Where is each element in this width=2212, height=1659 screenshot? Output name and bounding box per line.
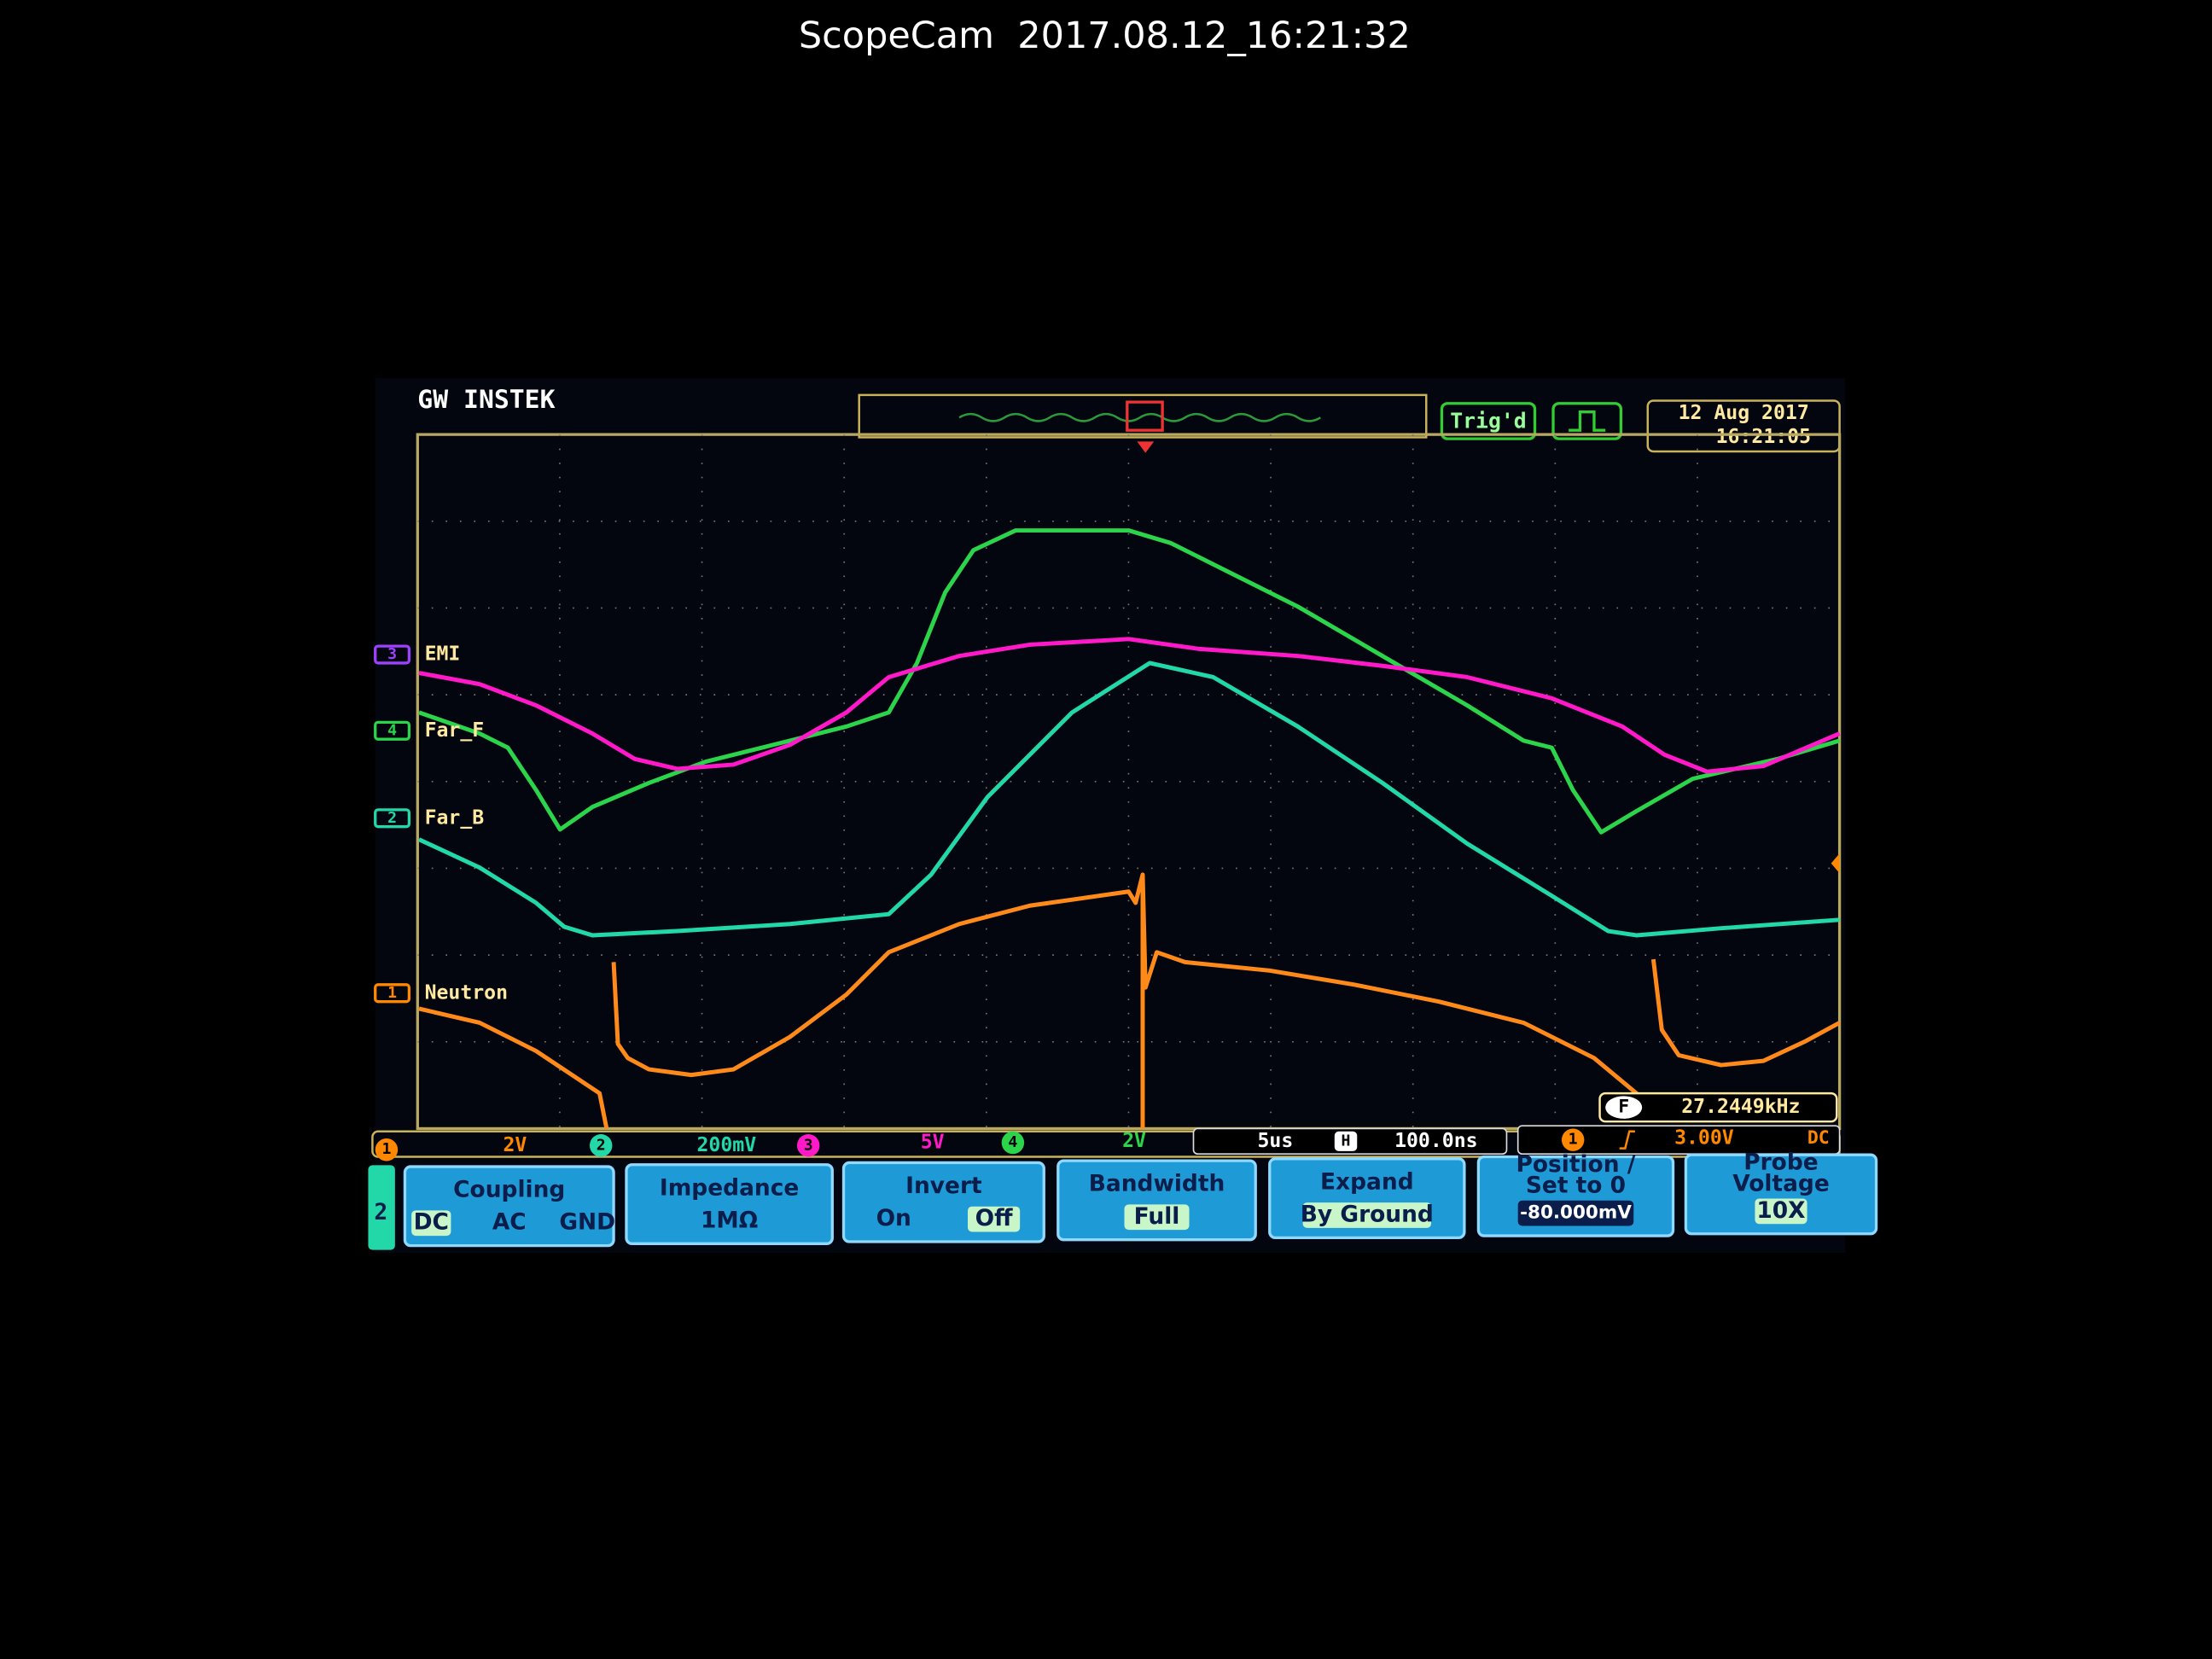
far-b-trace xyxy=(417,661,1840,938)
trigger-badge xyxy=(1561,1128,1585,1151)
ch1-badge xyxy=(375,1138,399,1161)
slope-icon xyxy=(1619,1130,1635,1150)
emi-trace xyxy=(418,637,1841,774)
button-option: Off xyxy=(975,1205,1013,1231)
menu-button[interactable] xyxy=(625,1163,834,1245)
menu-button[interactable] xyxy=(403,1165,615,1248)
frequency-marker: F xyxy=(1618,1097,1629,1118)
option-highlight xyxy=(1124,1204,1190,1231)
edge-icon xyxy=(1569,410,1606,432)
ch3-scale: 5V xyxy=(921,1131,945,1153)
button-title: Impedance xyxy=(660,1174,799,1201)
memory-preview xyxy=(958,412,1321,422)
button-title: Coupling xyxy=(453,1177,565,1203)
button-title: Invert xyxy=(905,1173,982,1199)
button-title: Voltage xyxy=(1732,1170,1830,1196)
button-option: DC xyxy=(414,1209,449,1236)
frequency-value: 27.2449kHz xyxy=(1681,1096,1800,1118)
menu-channel-tab xyxy=(368,1165,395,1250)
ch4-scale: 2V xyxy=(1122,1130,1146,1152)
channel-number: 3 xyxy=(387,645,397,663)
trig-box xyxy=(1440,402,1537,440)
horizontal-position: 100.0ns xyxy=(1394,1130,1477,1152)
ch3-badge xyxy=(796,1134,820,1157)
h-badge xyxy=(1334,1131,1358,1151)
option-highlight xyxy=(411,1210,451,1237)
ch2-scale: 200mV xyxy=(697,1134,757,1156)
button-title: Position / xyxy=(1516,1151,1636,1178)
button-option: By Ground xyxy=(1301,1201,1434,1227)
trigger-source: 1 xyxy=(1569,1131,1578,1149)
trigger-level-marker xyxy=(1831,853,1840,874)
trigger-box xyxy=(1516,1125,1841,1155)
graticule xyxy=(416,433,1842,1131)
channel-number: 4 xyxy=(387,721,397,739)
button-option: Full xyxy=(1134,1203,1180,1230)
channel-label: Far_F xyxy=(425,719,485,742)
date: 12 Aug 2017 xyxy=(1679,402,1809,424)
channel-label: Far_B xyxy=(425,806,485,829)
frequency-badge xyxy=(1605,1096,1643,1119)
view-window xyxy=(1126,400,1164,432)
button-option: -80.000mV xyxy=(1520,1202,1632,1224)
button-option: 1MΩ xyxy=(701,1207,758,1233)
channel-number: 2 xyxy=(387,809,397,827)
channel-number: 1 xyxy=(387,984,397,1002)
option-highlight xyxy=(1755,1198,1807,1225)
button-option: 10X xyxy=(1756,1197,1805,1224)
trigger-position xyxy=(1137,441,1155,453)
brand: GW INSTEK xyxy=(417,385,555,415)
channel-badge xyxy=(374,720,411,741)
channel-badge xyxy=(374,808,411,829)
ch3-number: 3 xyxy=(804,1136,813,1154)
caption: ScopeCam 2017.08.12_16:21:32 xyxy=(799,15,1411,57)
far-f-trace xyxy=(418,528,1841,835)
button-title: Expand xyxy=(1320,1168,1414,1195)
frequency-box xyxy=(1598,1091,1838,1123)
edge-box xyxy=(1551,402,1623,440)
button-option: AC xyxy=(492,1209,527,1236)
time: 16:21:05 xyxy=(1716,426,1811,448)
menu-button[interactable] xyxy=(1057,1159,1257,1242)
ch2-badge xyxy=(589,1134,613,1157)
trig-status: Trig'd xyxy=(1450,408,1527,433)
menu-channel: 2 xyxy=(374,1199,387,1225)
ch4-number: 4 xyxy=(1008,1133,1017,1151)
ch1-scale: 2V xyxy=(503,1134,527,1156)
option-highlight xyxy=(1302,1202,1432,1228)
timebase: 5us xyxy=(1257,1130,1293,1152)
button-title: Bandwidth xyxy=(1089,1171,1225,1197)
option-highlight xyxy=(968,1206,1021,1232)
button-title: Probe xyxy=(1743,1150,1818,1176)
ch1-number: 1 xyxy=(381,1140,391,1158)
clock-box xyxy=(1646,399,1841,453)
trigger-level: 3.00V xyxy=(1674,1127,1734,1150)
menu-button[interactable] xyxy=(1684,1153,1878,1236)
button-option: On xyxy=(876,1205,911,1231)
button-title: Set to 0 xyxy=(1526,1173,1626,1199)
horizontal-marker: H xyxy=(1342,1132,1351,1150)
channel-badge xyxy=(374,644,411,665)
channel-badge xyxy=(374,983,411,1004)
option-highlight xyxy=(1517,1200,1634,1226)
trigger-coupling: DC xyxy=(1807,1127,1830,1149)
neutron-trace xyxy=(418,872,1841,1129)
ch4-badge xyxy=(1001,1131,1025,1155)
channel-label: EMI xyxy=(425,643,461,666)
button-option: GND xyxy=(559,1209,615,1236)
ch2-number: 2 xyxy=(597,1136,606,1154)
channel-label: Neutron xyxy=(425,981,508,1004)
memory-bar xyxy=(858,393,1428,439)
